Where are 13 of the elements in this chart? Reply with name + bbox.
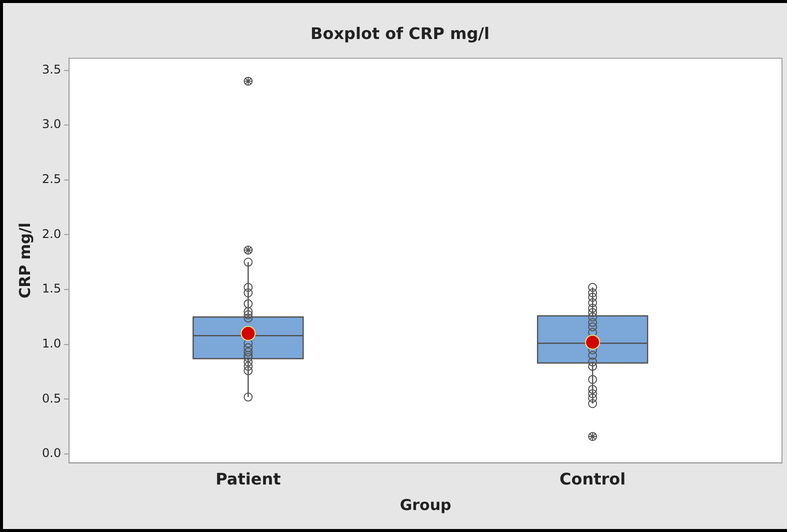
- y-tick-label: 1.0: [42, 336, 62, 351]
- x-tick-label: Control: [560, 470, 626, 489]
- y-tick-label: 3.0: [42, 117, 62, 132]
- y-tick-label: 2.5: [42, 172, 62, 186]
- y-tick-label: 3.5: [42, 62, 62, 76]
- x-tick-label: Patient: [216, 470, 282, 489]
- x-axis-title: Group: [400, 496, 452, 514]
- y-axis-title: CRP mg/l: [16, 222, 34, 298]
- y-tick-label: 0.5: [42, 391, 62, 406]
- y-tick-label: 2.0: [42, 226, 62, 241]
- y-tick-label: 1.5: [42, 282, 62, 296]
- chart-title: Boxplot of CRP mg/l: [310, 24, 490, 43]
- y-tick-label: 0.0: [42, 446, 62, 460]
